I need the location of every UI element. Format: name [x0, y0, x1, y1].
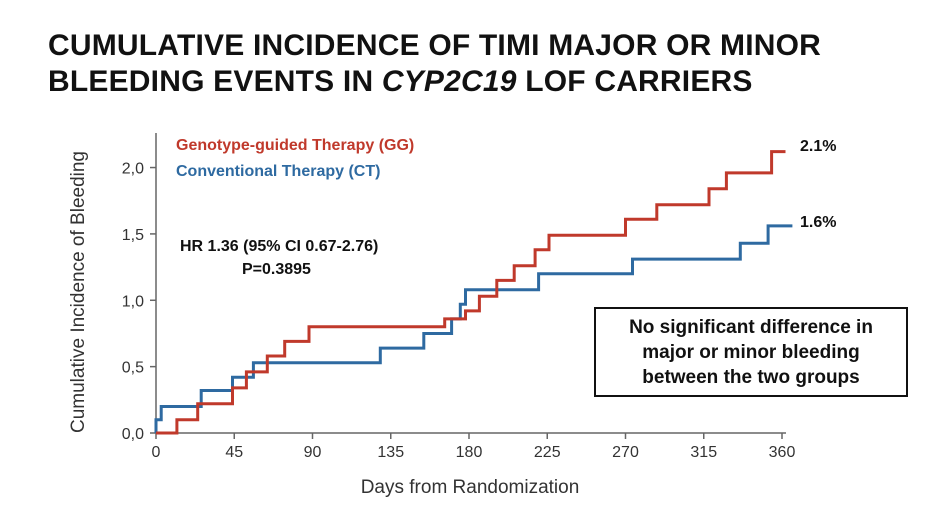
- x-axis-label: Days from Randomization: [361, 477, 580, 498]
- x-tick-label: 225: [534, 444, 561, 461]
- end-label-ct: 1.6%: [800, 214, 836, 231]
- x-tick-label: 135: [377, 444, 404, 461]
- gene-name: CYP2C19: [381, 65, 517, 98]
- end-label-gg: 2.1%: [800, 138, 836, 155]
- chart-axes: [155, 133, 786, 434]
- x-tick-label: 360: [769, 444, 796, 461]
- title-line-1: CUMULATIVE INCIDENCE OF TIMI MAJOR OR MI…: [48, 29, 822, 62]
- slide-title: CUMULATIVE INCIDENCE OF TIMI MAJOR OR MI…: [48, 28, 928, 100]
- x-tick-label: 270: [612, 444, 639, 461]
- x-tick-label: 180: [456, 444, 483, 461]
- y-tick-label: 1,0: [122, 293, 144, 310]
- conclusion-text: No significant difference in major or mi…: [629, 316, 873, 388]
- title-line-2-prefix: BLEEDING EVENTS IN: [48, 65, 382, 98]
- x-tick-label: 0: [152, 444, 161, 461]
- chart-series: [154, 150, 793, 435]
- y-tick-label: 0,0: [122, 426, 144, 443]
- x-tick-label: 90: [304, 444, 322, 461]
- title-line-2-suffix: LOF CARRIERS: [516, 65, 753, 98]
- conclusion-callout: No significant difference in major or mi…: [594, 307, 908, 397]
- hazard-ratio-annotation: HR 1.36 (95% CI 0.67-2.76): [180, 238, 378, 255]
- x-axis-ticks: 0 45 90 135 180 225 270 315 360: [152, 433, 796, 461]
- p-value-annotation: P=0.3895: [242, 261, 311, 278]
- x-tick-label: 45: [225, 444, 243, 461]
- series-line-ct: [154, 224, 793, 433]
- y-tick-label: 0,5: [122, 360, 144, 377]
- series-line-gg: [156, 150, 786, 435]
- legend-entry-ct: Conventional Therapy (CT): [176, 163, 380, 180]
- y-axis-ticks: 0,0 0,5 1,0 1,5 2,0: [122, 161, 156, 443]
- x-tick-label: 315: [690, 444, 717, 461]
- y-tick-label: 2,0: [122, 161, 144, 178]
- y-axis-label: Cumulative Incidence of Bleeding: [68, 151, 89, 433]
- legend-entry-gg: Genotype-guided Therapy (GG): [176, 137, 414, 154]
- y-tick-label: 1,5: [122, 227, 144, 244]
